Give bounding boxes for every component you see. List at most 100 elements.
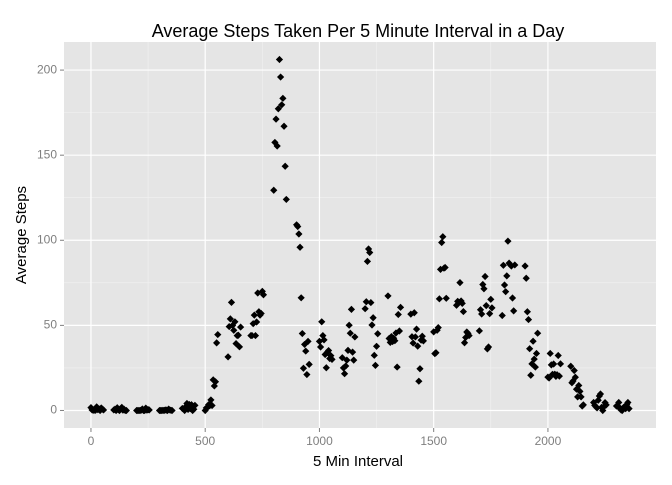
point <box>488 304 496 312</box>
point <box>305 360 313 368</box>
point <box>316 343 325 351</box>
point <box>569 377 577 385</box>
y-tick-label: 100 <box>37 232 57 246</box>
point <box>618 406 626 415</box>
point <box>465 331 473 340</box>
plot-panel <box>64 42 656 428</box>
y-tick-label: 50 <box>44 318 58 332</box>
point <box>320 336 328 344</box>
point <box>414 342 422 350</box>
point <box>410 309 418 317</box>
point <box>510 307 518 315</box>
point <box>303 370 311 379</box>
point <box>503 272 511 280</box>
point <box>412 325 421 333</box>
point <box>371 361 380 369</box>
point <box>481 272 489 281</box>
point <box>579 401 587 409</box>
point <box>475 327 483 335</box>
point <box>275 55 284 64</box>
point <box>273 142 281 150</box>
point <box>324 346 333 355</box>
point <box>384 292 392 300</box>
point <box>347 305 356 313</box>
point <box>504 237 512 245</box>
point <box>254 289 262 297</box>
point <box>411 333 420 341</box>
point <box>343 356 351 364</box>
point <box>572 385 581 393</box>
point <box>570 366 578 375</box>
point <box>439 233 447 241</box>
point <box>571 373 579 381</box>
point <box>615 398 623 407</box>
point <box>272 115 280 123</box>
point <box>498 311 506 320</box>
point <box>345 321 353 329</box>
point <box>415 377 423 385</box>
point <box>295 230 303 238</box>
point <box>625 404 633 413</box>
point <box>297 294 305 302</box>
point <box>508 294 517 302</box>
point <box>556 360 565 368</box>
point <box>567 362 575 370</box>
point <box>342 362 350 370</box>
point <box>458 299 466 308</box>
point <box>230 326 238 334</box>
point <box>599 406 607 415</box>
point <box>367 298 375 307</box>
point <box>394 310 402 319</box>
point <box>253 318 261 326</box>
y-tick-label: 200 <box>37 62 57 76</box>
point <box>181 406 189 415</box>
point <box>145 406 153 414</box>
point <box>369 314 377 322</box>
points <box>87 55 633 415</box>
point <box>231 318 239 326</box>
point <box>282 195 290 204</box>
point <box>208 401 216 410</box>
point <box>99 406 108 414</box>
point <box>526 345 534 353</box>
point <box>340 370 349 378</box>
x-axis-label: 5 Min Interval <box>313 453 403 470</box>
point <box>531 363 539 371</box>
point <box>499 261 507 269</box>
point <box>187 401 196 409</box>
point <box>487 295 495 303</box>
point <box>409 339 417 347</box>
y-axis-label: Average Steps <box>13 186 30 284</box>
y-tick-label: 150 <box>37 147 57 161</box>
point <box>523 308 531 316</box>
point <box>346 329 354 337</box>
point <box>438 238 446 247</box>
point <box>624 398 632 407</box>
point <box>452 301 461 309</box>
point <box>304 337 312 345</box>
point <box>500 281 509 289</box>
point <box>209 376 217 384</box>
point <box>374 330 382 338</box>
point <box>511 261 519 269</box>
point <box>614 402 622 410</box>
point <box>522 274 530 282</box>
point <box>257 309 265 318</box>
point <box>229 321 237 329</box>
point <box>234 331 242 339</box>
point <box>432 349 440 357</box>
point <box>227 298 236 306</box>
point <box>211 378 220 386</box>
point <box>455 298 463 306</box>
point <box>434 323 442 332</box>
point <box>577 393 585 401</box>
point <box>226 315 234 323</box>
point <box>351 333 359 341</box>
point <box>190 405 198 413</box>
point <box>596 390 605 398</box>
point <box>214 330 222 339</box>
point <box>322 364 330 372</box>
x-tick-label: 500 <box>195 434 215 448</box>
point <box>315 337 324 345</box>
